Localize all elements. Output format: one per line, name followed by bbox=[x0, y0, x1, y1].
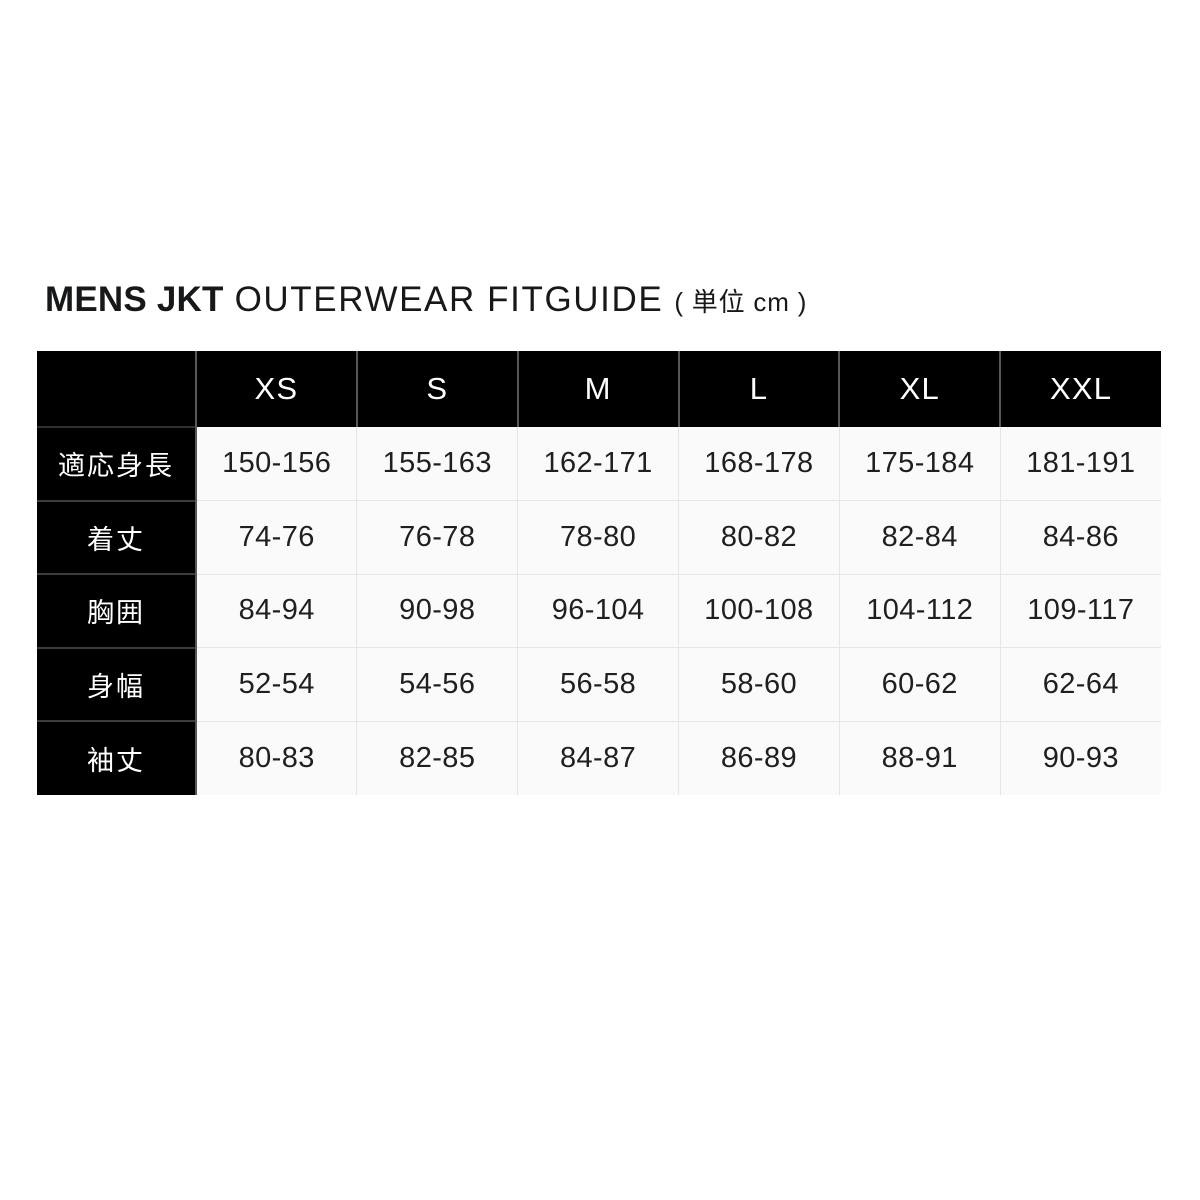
cell-height-m: 162-171 bbox=[517, 427, 679, 501]
cell-body-length-xs: 74-76 bbox=[196, 500, 358, 574]
cell-chest-xl: 104-112 bbox=[839, 573, 1001, 648]
table-header: XS S M L XL XXL bbox=[37, 351, 1161, 427]
cell-height-xl: 175-184 bbox=[839, 427, 1001, 501]
cell-body-length-xl: 82-84 bbox=[839, 500, 1001, 574]
table-body: 適応身長 150-156 155-163 162-171 168-178 175… bbox=[37, 426, 1161, 795]
cell-body-width-s: 54-56 bbox=[356, 647, 519, 721]
cell-body-width-xl: 60-62 bbox=[839, 647, 1001, 721]
column-header-s: S bbox=[356, 351, 519, 427]
table-row: 着丈 74-76 76-78 78-80 80-82 82-84 84-86 bbox=[37, 499, 1161, 574]
cell-chest-l: 100-108 bbox=[678, 573, 840, 648]
title-brand-text: MENS JKT bbox=[45, 280, 224, 319]
title-unit-text: ( 単位 cm ) bbox=[674, 287, 808, 317]
column-header-m: M bbox=[517, 351, 680, 427]
cell-sleeve-length-xxl: 90-93 bbox=[1000, 720, 1161, 795]
column-header-xxl: XXL bbox=[1000, 351, 1161, 427]
cell-body-width-l: 58-60 bbox=[678, 647, 840, 721]
cell-sleeve-length-xl: 88-91 bbox=[839, 720, 1001, 795]
cell-body-width-xxl: 62-64 bbox=[1000, 647, 1161, 721]
row-label-sleeve-length: 袖丈 bbox=[37, 720, 198, 795]
cell-body-length-s: 76-78 bbox=[356, 500, 519, 574]
cell-body-length-l: 80-82 bbox=[678, 500, 840, 574]
column-header-xs: XS bbox=[196, 351, 358, 427]
cell-chest-xs: 84-94 bbox=[196, 573, 358, 648]
cell-sleeve-length-l: 86-89 bbox=[678, 720, 840, 795]
table-row: 胸囲 84-94 90-98 96-104 100-108 104-112 10… bbox=[37, 573, 1161, 648]
table-row: 適応身長 150-156 155-163 162-171 168-178 175… bbox=[37, 426, 1161, 501]
row-label-body-width: 身幅 bbox=[37, 646, 198, 721]
table-row: 身幅 52-54 54-56 56-58 58-60 60-62 62-64 bbox=[37, 646, 1161, 721]
cell-sleeve-length-s: 82-85 bbox=[356, 720, 519, 795]
page-title: MENS JKT OUTERWEAR FITGUIDE ( 単位 cm ) bbox=[45, 278, 807, 324]
cell-height-s: 155-163 bbox=[356, 427, 519, 501]
cell-sleeve-length-xs: 80-83 bbox=[196, 720, 358, 795]
cell-body-length-m: 78-80 bbox=[517, 500, 679, 574]
cell-height-xxl: 181-191 bbox=[1000, 427, 1161, 501]
title-main-text: OUTERWEAR FITGUIDE bbox=[234, 280, 664, 319]
row-label-chest: 胸囲 bbox=[37, 573, 198, 648]
cell-chest-m: 96-104 bbox=[517, 573, 679, 648]
column-header-l: L bbox=[678, 351, 841, 427]
cell-body-width-m: 56-58 bbox=[517, 647, 679, 721]
column-header-xl: XL bbox=[839, 351, 1002, 427]
cell-body-width-xs: 52-54 bbox=[196, 647, 358, 721]
cell-chest-s: 90-98 bbox=[356, 573, 519, 648]
table-row: 袖丈 80-83 82-85 84-87 86-89 88-91 90-93 bbox=[37, 720, 1161, 795]
cell-chest-xxl: 109-117 bbox=[1000, 573, 1161, 648]
row-label-height: 適応身長 bbox=[37, 426, 198, 501]
cell-height-l: 168-178 bbox=[678, 427, 840, 501]
header-corner-cell bbox=[37, 351, 198, 427]
cell-body-length-xxl: 84-86 bbox=[1000, 500, 1161, 574]
row-label-body-length: 着丈 bbox=[37, 499, 198, 574]
size-chart-table: XS S M L XL XXL 適応身長 150-156 155-163 162… bbox=[37, 351, 1161, 795]
cell-height-xs: 150-156 bbox=[196, 427, 358, 501]
header-row: XS S M L XL XXL bbox=[37, 351, 1161, 427]
cell-sleeve-length-m: 84-87 bbox=[517, 720, 679, 795]
